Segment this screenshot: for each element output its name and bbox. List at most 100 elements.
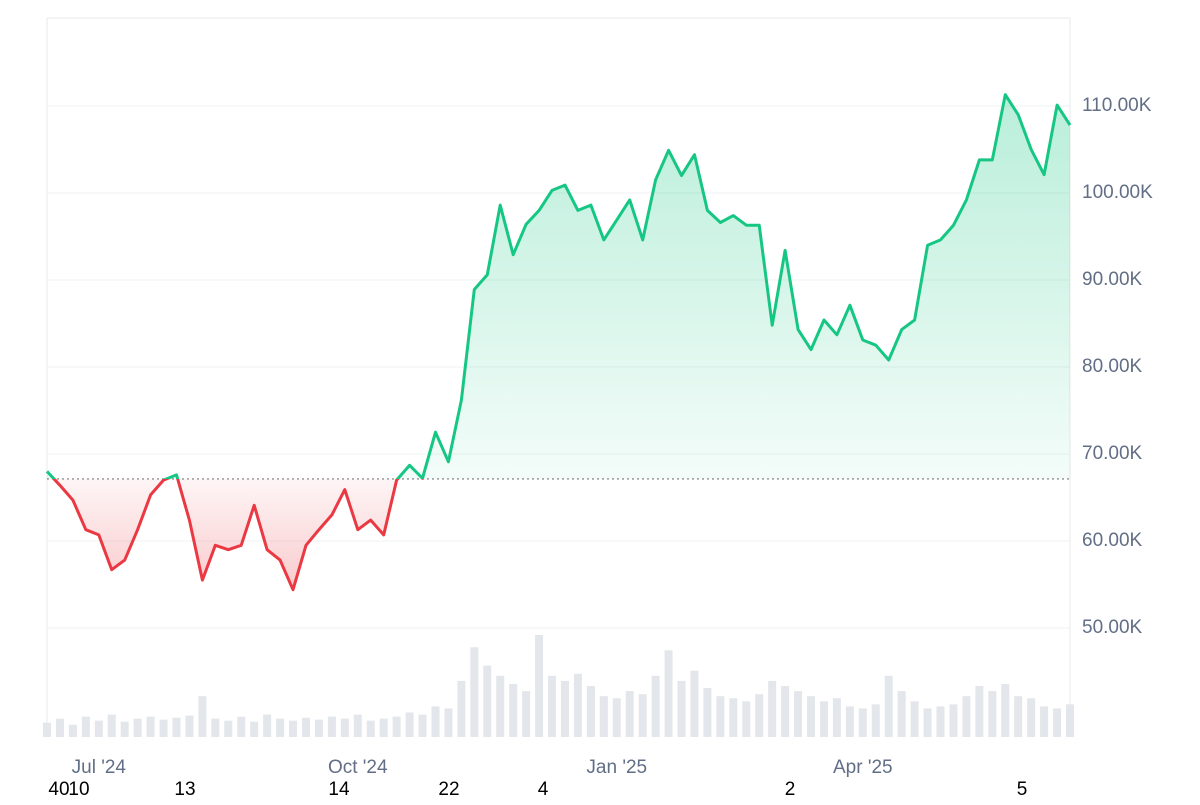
volume-bar	[1014, 696, 1023, 737]
bottom-label: 22	[438, 779, 459, 800]
volume-bar	[94, 720, 103, 737]
volume-bar	[431, 706, 440, 737]
volume-bar	[910, 701, 919, 737]
volume-bar	[314, 719, 323, 737]
volume-bar	[897, 691, 906, 737]
volume-bar	[1053, 708, 1062, 737]
volume-bar	[185, 715, 194, 737]
volume-bar	[457, 680, 466, 737]
volume-bar	[444, 708, 453, 737]
volume-bar	[418, 714, 427, 737]
x-tick-label: Oct '24	[328, 757, 388, 778]
volume-bar	[794, 691, 803, 737]
volume-bar	[379, 718, 388, 737]
volume-bar	[522, 691, 531, 737]
volume-bar	[68, 724, 77, 737]
volume-bar	[651, 675, 660, 737]
volume-bar	[509, 683, 518, 737]
volume-bar	[496, 675, 505, 737]
volume-bar	[677, 680, 686, 737]
y-tick-label: 70.00K	[1082, 443, 1143, 464]
volume-bar	[871, 704, 880, 737]
volume-bar	[55, 718, 64, 737]
volume-bar	[858, 708, 867, 737]
x-tick-label: Jan '25	[586, 757, 647, 778]
y-tick-label: 50.00K	[1082, 617, 1143, 638]
y-tick-label: 110.00K	[1082, 95, 1152, 116]
volume-bar	[340, 718, 349, 737]
y-tick-label: 60.00K	[1082, 530, 1143, 551]
volume-bar	[586, 686, 595, 737]
volume-bar	[962, 696, 971, 737]
bottom-label: 10	[68, 779, 89, 800]
volume-bar	[664, 650, 673, 737]
y-tick-label: 90.00K	[1082, 269, 1143, 290]
volume-bar	[198, 696, 207, 737]
volume-bar	[781, 686, 790, 737]
volume-bar	[535, 635, 544, 737]
y-tick-label: 100.00K	[1082, 182, 1153, 203]
volume-bar	[1001, 683, 1010, 737]
volume-bar	[43, 722, 51, 737]
volume-bar	[392, 716, 401, 737]
volume-bar	[405, 712, 414, 737]
volume-bar	[988, 691, 997, 737]
y-tick-label: 80.00K	[1082, 356, 1143, 377]
volume-bar	[159, 719, 168, 737]
volume-bar	[845, 706, 854, 737]
volume-bar	[936, 706, 945, 737]
volume-bar	[237, 716, 246, 737]
volume-bar	[120, 721, 129, 737]
volume-bar	[276, 718, 285, 737]
volume-bar	[1027, 698, 1036, 737]
volume-bar	[483, 665, 492, 737]
volume-bar	[81, 716, 90, 737]
volume-bar	[755, 694, 764, 737]
volume-bar	[250, 721, 259, 737]
area-fill	[47, 94, 1070, 590]
volume-bar	[819, 701, 828, 737]
x-tick-label: Apr '25	[833, 757, 893, 778]
volume-bar	[573, 673, 582, 737]
volume-bar	[599, 696, 608, 737]
volume-bar	[107, 714, 116, 737]
volume-bar	[146, 716, 155, 737]
volume-bar	[768, 680, 777, 737]
price-line	[45, 93, 1072, 592]
volume-bar	[289, 720, 298, 737]
volume-bar	[211, 718, 220, 737]
volume-bar	[224, 720, 233, 737]
volume-bar	[716, 696, 725, 737]
volume-bar	[470, 647, 479, 737]
volume-bar	[366, 720, 375, 737]
volume-bar	[884, 675, 893, 737]
volume-bar	[560, 680, 569, 737]
volume-bar	[638, 694, 647, 737]
volume-bar	[548, 675, 557, 737]
volume-bar	[625, 691, 634, 737]
volume-bar	[729, 698, 738, 737]
volume-bar	[742, 701, 751, 737]
x-tick-label: Jul '24	[72, 757, 127, 778]
volume-bar	[923, 708, 932, 737]
volume-bar	[1040, 706, 1049, 737]
bottom-label: 40	[48, 779, 69, 800]
volume-bar	[703, 688, 712, 737]
bottom-label: 2	[785, 779, 796, 800]
volume-bar	[832, 698, 841, 737]
bottom-label: 13	[174, 779, 195, 800]
bottom-label: 5	[1017, 779, 1028, 800]
volume-bar	[807, 696, 816, 737]
volume-bar	[975, 686, 984, 737]
volume-bar	[133, 718, 142, 737]
volume-bar	[1066, 704, 1074, 737]
volume-bar	[612, 698, 621, 737]
volume-bar	[172, 717, 181, 737]
bottom-label: 4	[538, 779, 549, 800]
volume-bar	[327, 716, 336, 737]
volume-bar	[301, 717, 310, 737]
volume-bar	[690, 670, 699, 737]
volume-bar	[353, 714, 362, 737]
